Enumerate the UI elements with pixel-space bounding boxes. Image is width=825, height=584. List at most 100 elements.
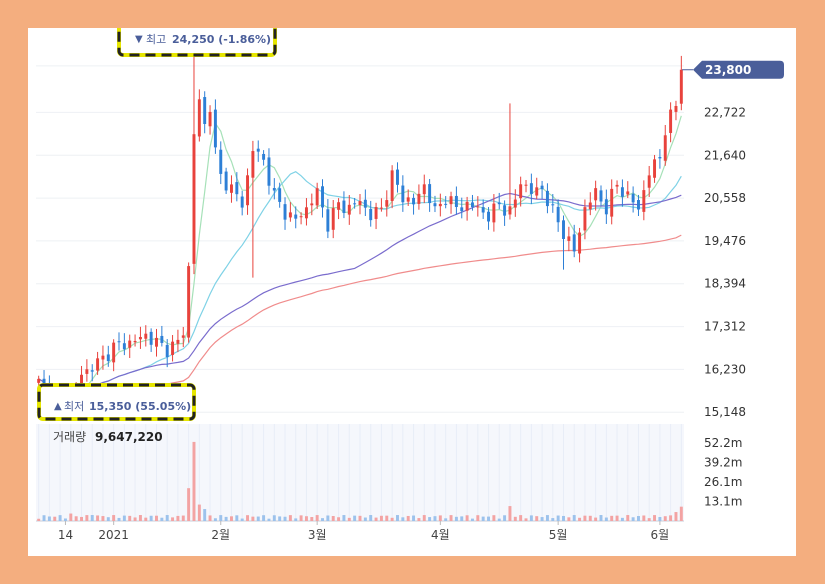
- volume-bar: [288, 515, 292, 521]
- volume-bar: [133, 517, 137, 521]
- price-tick-label: 17,312: [704, 320, 746, 334]
- volume-bar: [229, 516, 233, 521]
- volume-bar: [610, 515, 614, 521]
- candle-body: [299, 216, 303, 218]
- candle-body: [503, 205, 507, 216]
- price-tick-label: 15,148: [704, 405, 746, 419]
- candle-body: [117, 341, 121, 343]
- candle-body: [310, 203, 314, 206]
- volume-bar: [503, 515, 507, 521]
- volume-bar: [497, 518, 501, 521]
- candle-body: [653, 159, 657, 178]
- candle-body: [342, 200, 346, 214]
- volume-bar: [47, 516, 51, 521]
- volume-bar: [138, 515, 142, 521]
- volume-bar: [470, 518, 474, 521]
- volume-bar: [653, 515, 657, 521]
- candle-body: [390, 170, 394, 201]
- candle-body: [331, 208, 335, 230]
- volume-bar: [524, 518, 528, 521]
- candle-body: [171, 341, 175, 355]
- volume-bar: [246, 515, 250, 521]
- candle-body: [481, 207, 485, 213]
- volume-bar: [492, 515, 496, 521]
- candle-body: [562, 220, 565, 239]
- candle-body: [321, 186, 324, 208]
- volume-bar: [42, 515, 46, 521]
- volume-bar: [545, 515, 549, 521]
- volume-bar: [588, 515, 592, 521]
- volume-bar: [69, 513, 73, 521]
- candle-body: [637, 200, 640, 210]
- candle-body: [187, 266, 191, 338]
- current-price-badge: 23,800: [693, 60, 784, 79]
- volume-bar: [647, 518, 651, 521]
- date-tick-label: 6월: [651, 528, 670, 542]
- candle-body: [449, 196, 453, 205]
- volume-bar: [658, 517, 662, 521]
- candle-body: [460, 207, 464, 212]
- volume-bar: [85, 515, 89, 521]
- candle-body: [251, 151, 255, 178]
- volume-bar: [347, 517, 351, 521]
- candle-body: [379, 207, 383, 209]
- candle-body: [37, 378, 41, 383]
- date-tick-label: 4월: [431, 528, 450, 542]
- volume-bar: [235, 515, 239, 521]
- volume-bar: [679, 506, 683, 521]
- volume-bar: [551, 518, 555, 521]
- volume-bar: [181, 515, 185, 521]
- candle-body: [551, 204, 555, 206]
- price-tick-label: 20,558: [704, 191, 746, 205]
- candle-body: [213, 109, 217, 148]
- candle-body: [513, 199, 517, 208]
- low-marker-arrow: ▲: [54, 401, 62, 412]
- volume-bar: [315, 515, 319, 521]
- candle-body: [208, 111, 212, 127]
- chart-panel: 15,148 16,230 17,312 18,394 19,476 20,558 21,6…: [28, 17, 796, 556]
- volume-bar: [321, 518, 324, 521]
- low-marker-value: 15,350 (55.05%): [89, 400, 191, 413]
- volume-bar: [369, 515, 373, 521]
- volume-bar: [294, 518, 298, 521]
- volume-bar: [406, 515, 410, 521]
- candle-body: [144, 333, 148, 339]
- volume-bar: [101, 516, 105, 521]
- volume-bar: [171, 517, 175, 521]
- volume-bar: [396, 515, 399, 521]
- candle-body: [578, 232, 582, 254]
- price-tick-label: 21,640: [704, 148, 746, 162]
- date-axis: 14 2021 2월 3월 4월 5월 6월: [58, 521, 669, 542]
- candle-body: [149, 331, 153, 345]
- volume-bar: [401, 517, 405, 521]
- candle-body: [106, 354, 110, 362]
- stock-chart: 15,148 16,230 17,312 18,394 19,476 20,558 21,6…: [36, 17, 784, 542]
- candle-body: [246, 175, 250, 206]
- candle-body: [465, 201, 469, 211]
- volume-bar: [428, 517, 432, 521]
- candle-body: [470, 202, 474, 208]
- high-marker-prefix: 최고: [146, 33, 166, 46]
- volume-bar: [572, 515, 576, 521]
- volume-bar: [90, 515, 94, 521]
- volume-bar: [155, 515, 158, 521]
- candle-body: [278, 188, 282, 202]
- candle-body: [422, 184, 426, 195]
- candle-body: [620, 187, 624, 197]
- volume-bar: [224, 516, 228, 521]
- volume-bar: [385, 515, 389, 521]
- volume-bar: [674, 512, 678, 521]
- candle-body: [90, 370, 94, 372]
- volume-bar: [149, 515, 153, 521]
- candle-body: [604, 199, 608, 215]
- candle-body: [315, 188, 319, 206]
- candle-body: [428, 184, 432, 204]
- candle-body: [138, 336, 142, 340]
- candle-body: [497, 202, 501, 205]
- candle-body: [438, 203, 442, 207]
- volume-tick-label: 39.2m: [704, 456, 742, 470]
- moving-average-lines: [38, 115, 682, 418]
- candle-body: [524, 184, 528, 186]
- volume-bar: [599, 515, 603, 521]
- candle-body: [272, 188, 276, 191]
